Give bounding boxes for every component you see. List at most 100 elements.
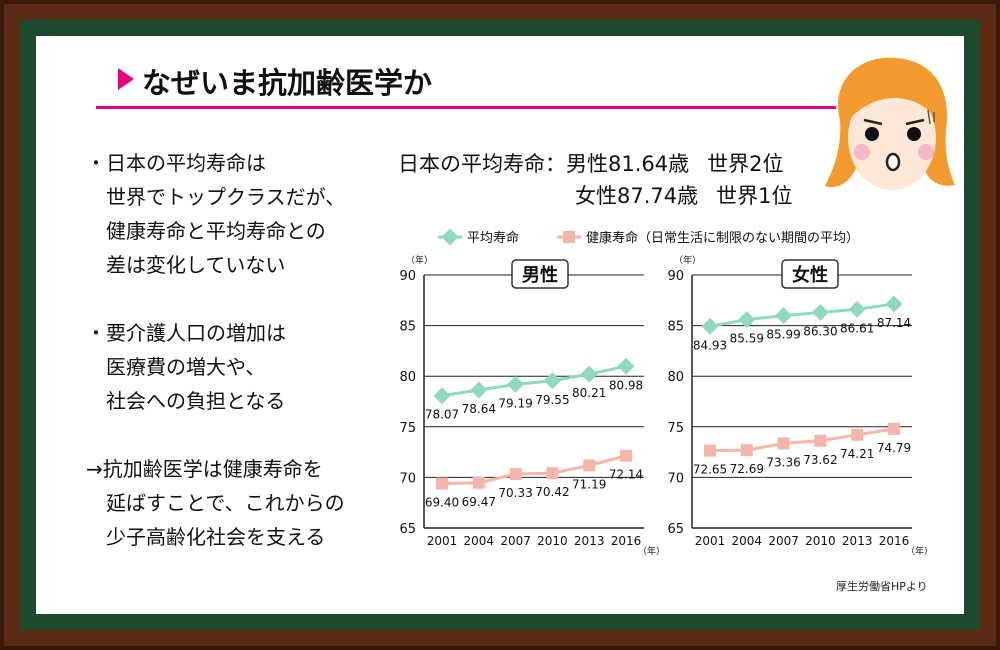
stats-female-rank: 世界1位 [716,184,793,208]
healthy-data-point [814,434,827,447]
average-data-label: 86.30 [803,324,837,338]
x-tick-label: 2004 [732,534,763,548]
average-data-point [433,387,451,405]
average-data-label: 86.61 [840,321,874,335]
x-tick-label: 2001 [427,534,458,548]
y-tick-label: 65 [667,522,684,537]
y-tick-label: 85 [667,320,684,335]
healthy-data-point [436,477,448,490]
bullet-line: ・要介護人口の増加は [86,321,286,345]
chart-title-box [781,259,839,289]
average-data-point [507,375,525,393]
slide-title: なぜいま抗加齢医学か [142,66,433,100]
stats-label: 日本の平均寿命： [398,152,566,176]
y-tick-label: 85 [399,320,416,335]
y-axis-unit: （年） [674,254,701,266]
y-tick-label: 70 [667,471,684,486]
legend-average-label: 平均寿命 [467,230,519,246]
y-tick-label: 90 [399,269,416,284]
average-data-point [470,381,488,399]
healthy-data-label: 72.69 [730,462,764,476]
healthy-data-point [851,428,864,441]
average-data-point [701,317,719,335]
bullet-block: →抗加齢医学は健康寿命を 延ばすことで、これからの 少子高齢化社会を支える [86,452,386,554]
average-data-label: 85.99 [766,328,800,342]
y-tick-label: 65 [399,522,416,537]
x-tick-label: 2010 [805,534,836,548]
bullet-line: 延ばすことで、これからの [86,491,345,515]
average-data-label: 80.21 [572,386,606,400]
healthy-data-label: 72.14 [609,468,643,482]
chart-title-box [511,259,569,289]
legend-healthy-marker [563,231,575,243]
average-data-label: 79.55 [535,393,569,407]
x-axis-unit: （年） [906,545,933,557]
bullet-line: 健康寿命と平均寿命との [86,219,326,243]
stats-row-male: 日本の平均寿命：男性81.64歳 世界2位 [398,148,793,180]
healthy-data-label: 72.65 [693,463,727,477]
x-tick-label: 2013 [574,534,605,548]
average-data-label: 87.14 [877,316,911,330]
healthy-data-label: 69.47 [462,495,496,509]
bullet-line: →抗加齢医学は健康寿命を [86,457,323,481]
healthy-data-label: 74.21 [840,447,874,461]
title-underline [96,106,836,109]
legend-average-marker [441,228,459,246]
healthy-data-label: 73.36 [766,455,800,469]
x-axis-unit: （年） [638,545,665,557]
healthy-data-point [509,468,522,481]
bullet-line: 医療費の増大や、 [86,355,266,379]
healthy-data-label: 70.33 [498,486,532,500]
healthy-data-label: 71.19 [572,477,606,491]
bullet-line: 世界でトップクラスだが、 [86,185,346,209]
healthy-data-label: 74.79 [877,441,911,455]
slide-board [36,36,964,614]
y-tick-label: 80 [667,370,684,385]
bullet-block: ・日本の平均寿命は 世界でトップクラスだが、 健康寿命と平均寿命との 差は変化し… [86,146,386,282]
x-tick-label: 2013 [842,534,873,548]
average-data-label: 79.19 [498,396,532,410]
stats-male-rank: 世界2位 [707,152,784,176]
average-data-label: 78.07 [425,408,459,422]
average-data-point [775,307,793,325]
y-tick-label: 90 [667,269,684,284]
y-tick-label: 80 [399,370,416,385]
x-tick-label: 2007 [500,534,531,548]
healthy-data-label: 70.42 [535,485,569,499]
average-data-point [811,303,829,321]
healthy-data-point [583,459,596,472]
bullet-line: ・日本の平均寿命は [86,151,266,175]
source-note: 厚生労働省HPより [836,580,928,593]
x-tick-label: 2004 [464,534,495,548]
average-data-label: 78.64 [462,402,496,416]
average-data-label: 85.59 [730,332,764,346]
healthy-series-line [709,427,895,453]
y-tick-label: 75 [399,421,416,436]
x-tick-label: 2010 [537,534,568,548]
average-data-label: 80.98 [609,378,643,392]
average-data-label: 84.93 [693,338,727,352]
healthy-data-point [472,476,485,489]
stats-female: 女性87.74歳 [575,184,699,208]
average-data-point [580,365,598,383]
x-tick-label: 2007 [768,534,799,548]
x-tick-label: 2016 [611,534,642,548]
healthy-data-point [888,422,900,435]
average-data-point [617,357,635,375]
healthy-data-point [546,467,559,480]
bullet-list: ・日本の平均寿命は 世界でトップクラスだが、 健康寿命と平均寿命との 差は変化し… [86,146,386,588]
healthy-data-point [777,437,790,450]
bullet-line: 差は変化していない [86,253,286,277]
chart-title: 女性 [792,264,828,286]
healthy-data-label: 73.62 [803,453,837,467]
bullet-line: 社会への負担となる [86,389,286,413]
stats-row-female: 女性87.74歳 世界1位 [398,180,793,212]
healthy-data-point [740,444,753,457]
healthy-data-point [620,449,632,462]
x-tick-label: 2016 [879,534,910,548]
healthy-series-line [441,454,627,485]
legend-healthy-label: 健康寿命（日常生活に制限のない期間の平均） [586,230,859,246]
bullet-block: ・要介護人口の増加は 医療費の増大や、 社会への負担となる [86,316,386,418]
bullet-line: 少子高齢化社会を支える [86,525,326,549]
